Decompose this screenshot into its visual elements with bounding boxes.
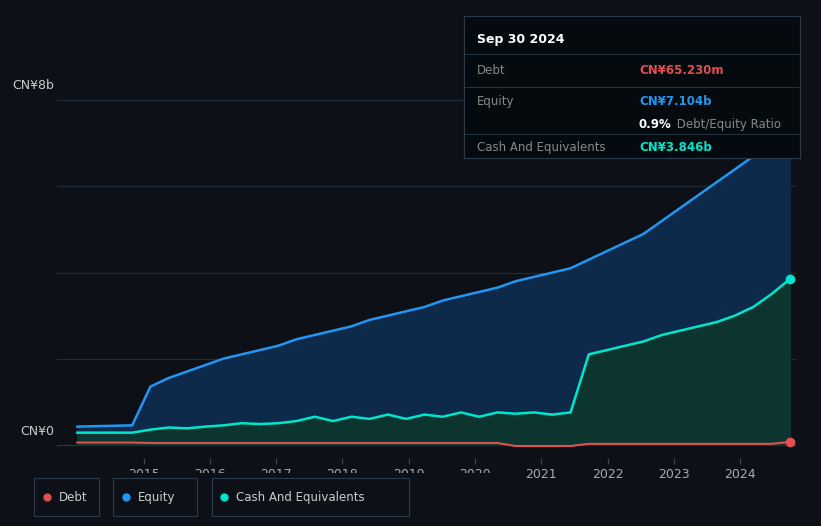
Text: Equity: Equity bbox=[477, 95, 515, 108]
Text: CN¥8b: CN¥8b bbox=[11, 79, 54, 92]
Text: Sep 30 2024: Sep 30 2024 bbox=[477, 33, 565, 46]
FancyBboxPatch shape bbox=[113, 478, 197, 516]
Text: Debt: Debt bbox=[59, 491, 88, 503]
Text: Cash And Equivalents: Cash And Equivalents bbox=[477, 141, 606, 154]
Text: Debt: Debt bbox=[477, 64, 506, 77]
Text: CN¥0: CN¥0 bbox=[20, 426, 54, 438]
Text: Equity: Equity bbox=[138, 491, 176, 503]
Text: CN¥3.846b: CN¥3.846b bbox=[639, 141, 712, 154]
FancyBboxPatch shape bbox=[212, 478, 409, 516]
FancyBboxPatch shape bbox=[34, 478, 99, 516]
Text: CN¥65.230m: CN¥65.230m bbox=[639, 64, 723, 77]
Text: Debt/Equity Ratio: Debt/Equity Ratio bbox=[672, 118, 781, 131]
Text: CN¥7.104b: CN¥7.104b bbox=[639, 95, 712, 108]
Text: Cash And Equivalents: Cash And Equivalents bbox=[236, 491, 365, 503]
Text: 0.9%: 0.9% bbox=[639, 118, 672, 131]
